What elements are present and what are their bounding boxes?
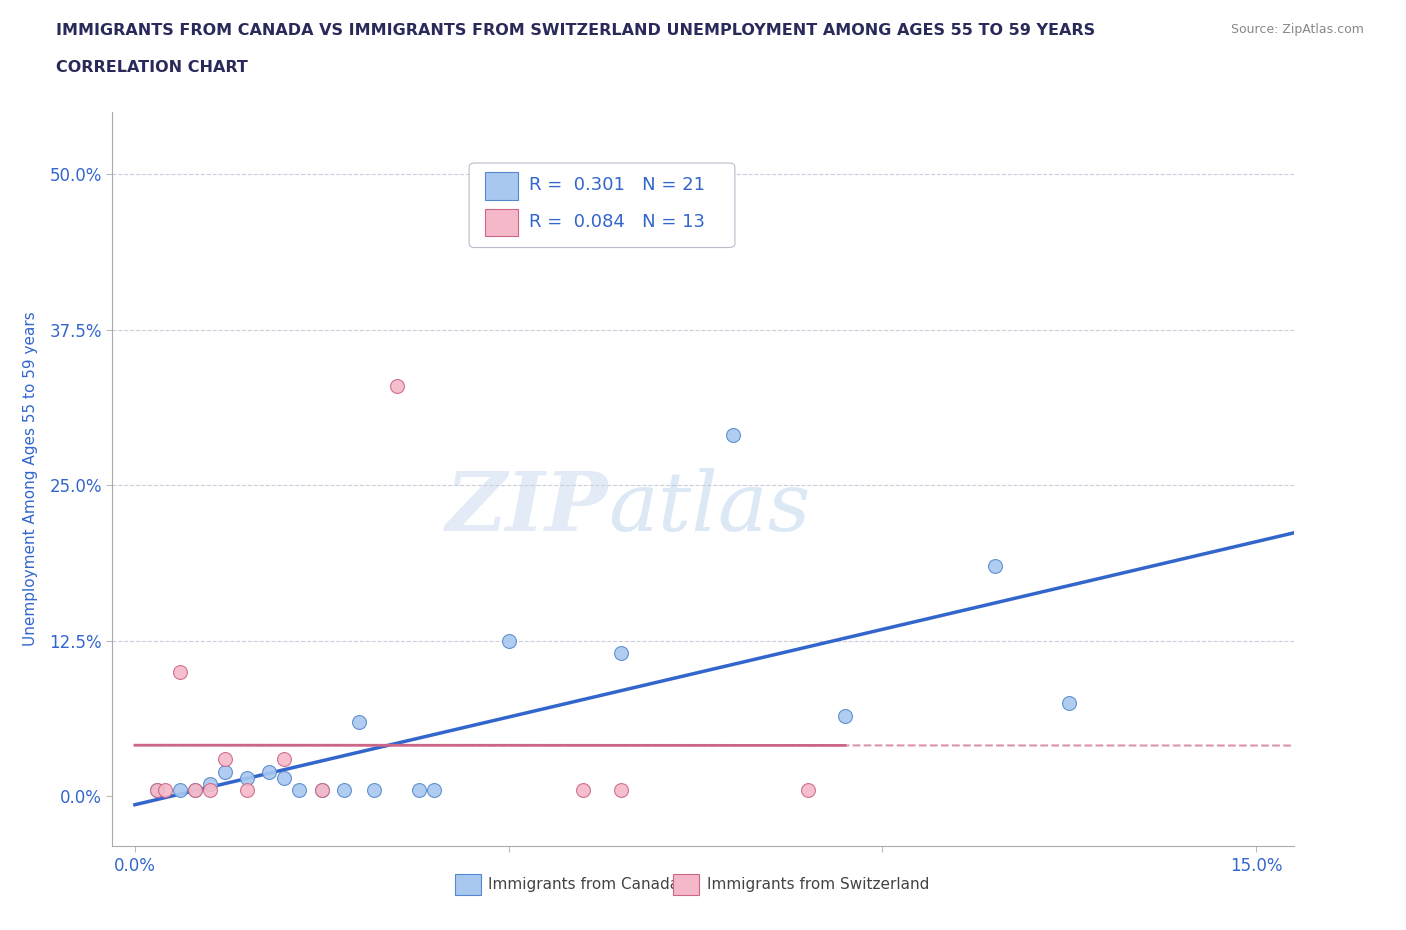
Point bbox=[146, 783, 169, 798]
Point bbox=[333, 783, 356, 798]
Point bbox=[834, 708, 856, 723]
Point bbox=[385, 379, 408, 393]
Text: Immigrants from Switzerland: Immigrants from Switzerland bbox=[707, 877, 929, 892]
Point bbox=[572, 783, 595, 798]
FancyBboxPatch shape bbox=[485, 208, 517, 236]
Point bbox=[347, 714, 370, 729]
Point bbox=[498, 633, 520, 648]
Text: R =  0.301   N = 21: R = 0.301 N = 21 bbox=[530, 176, 706, 194]
Point bbox=[183, 783, 205, 798]
Point bbox=[983, 559, 1005, 574]
Point bbox=[610, 783, 633, 798]
Text: R =  0.084   N = 13: R = 0.084 N = 13 bbox=[530, 213, 706, 231]
Point bbox=[153, 783, 176, 798]
Point bbox=[169, 783, 191, 798]
Point bbox=[259, 764, 281, 779]
Point bbox=[214, 764, 236, 779]
Text: IMMIGRANTS FROM CANADA VS IMMIGRANTS FROM SWITZERLAND UNEMPLOYMENT AMONG AGES 55: IMMIGRANTS FROM CANADA VS IMMIGRANTS FRO… bbox=[56, 23, 1095, 38]
Point bbox=[610, 645, 633, 660]
Point bbox=[796, 783, 818, 798]
FancyBboxPatch shape bbox=[673, 874, 699, 895]
Point bbox=[311, 783, 333, 798]
Text: atlas: atlas bbox=[609, 469, 811, 549]
Y-axis label: Unemployment Among Ages 55 to 59 years: Unemployment Among Ages 55 to 59 years bbox=[24, 312, 38, 646]
Text: Immigrants from Canada: Immigrants from Canada bbox=[488, 877, 679, 892]
Point bbox=[214, 751, 236, 766]
Point bbox=[721, 428, 744, 443]
Point bbox=[183, 783, 205, 798]
Point bbox=[273, 751, 295, 766]
Point bbox=[198, 777, 221, 791]
Point bbox=[408, 783, 430, 798]
FancyBboxPatch shape bbox=[485, 172, 517, 200]
FancyBboxPatch shape bbox=[456, 874, 481, 895]
Point bbox=[288, 783, 311, 798]
Point bbox=[146, 783, 169, 798]
Text: ZIP: ZIP bbox=[446, 469, 609, 549]
Point bbox=[236, 783, 259, 798]
Point bbox=[273, 770, 295, 785]
FancyBboxPatch shape bbox=[470, 163, 735, 247]
Point bbox=[169, 665, 191, 680]
Point bbox=[363, 783, 385, 798]
Point bbox=[311, 783, 333, 798]
Text: Source: ZipAtlas.com: Source: ZipAtlas.com bbox=[1230, 23, 1364, 36]
Point bbox=[198, 783, 221, 798]
Point bbox=[236, 770, 259, 785]
Text: CORRELATION CHART: CORRELATION CHART bbox=[56, 60, 247, 75]
Point bbox=[1059, 696, 1081, 711]
Point bbox=[423, 783, 446, 798]
